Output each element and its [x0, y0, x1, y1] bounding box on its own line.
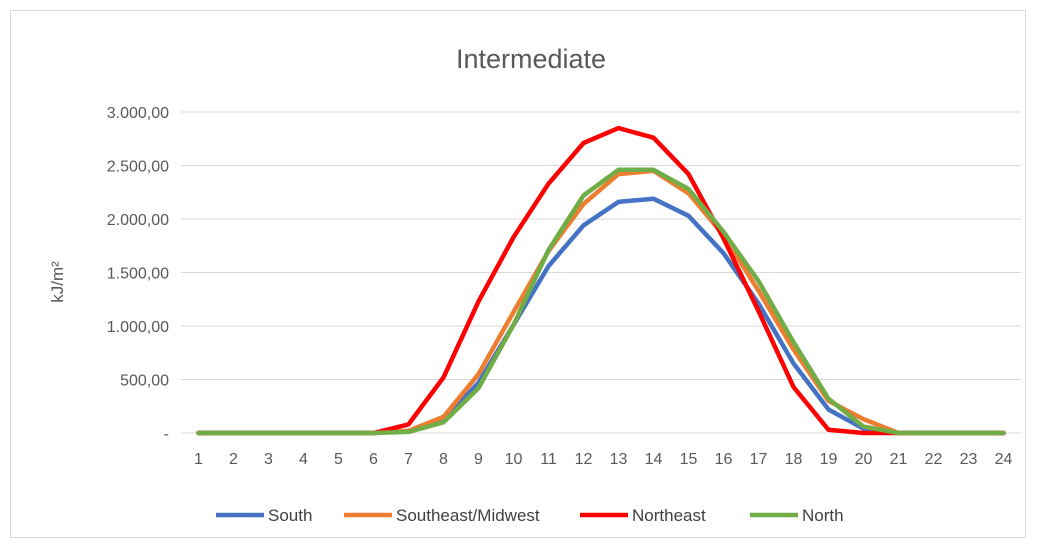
y-tick-labels: - 500,00 1.000,00 1.500,00 2.000,00 2.500,00 3… — [107, 105, 169, 443]
legend-item: North — [750, 506, 844, 525]
chart-title: Intermediate — [456, 44, 606, 74]
x-tick-label: 12 — [575, 451, 593, 468]
legend-item: South — [216, 506, 312, 525]
gridlines — [181, 111, 1021, 434]
x-tick-label: 6 — [369, 451, 378, 468]
legend: South Southeast/Midwest Northeast North — [216, 506, 844, 525]
x-tick-label: 22 — [925, 451, 943, 468]
legend-item: Southeast/Midwest — [344, 506, 540, 525]
x-tick-label: 17 — [750, 451, 768, 468]
legend-label: Southeast/Midwest — [396, 506, 540, 525]
x-tick-labels: 1 2 3 4 5 6 7 8 9 10 11 12 13 14 15 16 17 18 19 20 21 22 23 24 — [194, 451, 1012, 468]
x-tick-label: 21 — [890, 451, 908, 468]
series-line-south — [196, 196, 1006, 436]
x-tick-label: 9 — [474, 451, 483, 468]
y-axis-label: kJ/m² — [48, 261, 67, 303]
y-tick-label: 3.000,00 — [107, 105, 169, 122]
x-tick-label: 24 — [995, 451, 1013, 468]
line-chart: Intermediate kJ/m² - 500,00 1.000,00 1.500,… — [48, 44, 1021, 525]
series-line-north — [196, 167, 1006, 436]
y-tick-label: 500,00 — [120, 373, 169, 390]
y-tick-label: 1.000,00 — [107, 319, 169, 336]
series-line-northeast — [196, 125, 1006, 436]
y-tick-label: - — [164, 426, 169, 443]
y-tick-label: 2.500,00 — [107, 159, 169, 176]
x-tick-label: 3 — [264, 451, 273, 468]
x-tick-label: 19 — [820, 451, 838, 468]
x-tick-label: 5 — [334, 451, 343, 468]
x-tick-label: 4 — [299, 451, 308, 468]
x-tick-label: 8 — [439, 451, 448, 468]
series-line-southeast-midwest — [196, 168, 1006, 436]
chart-frame: Intermediate kJ/m² - 500,00 1.000,00 1.500,… — [10, 10, 1026, 538]
legend-label: North — [802, 506, 844, 525]
y-tick-label: 1.500,00 — [107, 266, 169, 283]
x-tick-label: 11 — [540, 451, 557, 468]
x-tick-label: 16 — [715, 451, 733, 468]
x-tick-label: 10 — [505, 451, 523, 468]
legend-label: Northeast — [632, 506, 706, 525]
y-tick-label: 2.000,00 — [107, 212, 169, 229]
x-tick-label: 1 — [194, 451, 203, 468]
x-tick-label: 18 — [785, 451, 803, 468]
x-tick-label: 7 — [404, 451, 413, 468]
legend-label: South — [268, 506, 312, 525]
x-tick-label: 15 — [680, 451, 698, 468]
series-lines — [196, 125, 1006, 436]
x-tick-label: 2 — [229, 451, 238, 468]
legend-item: Northeast — [580, 506, 706, 525]
x-tick-label: 23 — [960, 451, 978, 468]
x-tick-label: 14 — [645, 451, 663, 468]
x-tick-label: 13 — [610, 451, 628, 468]
x-tick-label: 20 — [855, 451, 873, 468]
